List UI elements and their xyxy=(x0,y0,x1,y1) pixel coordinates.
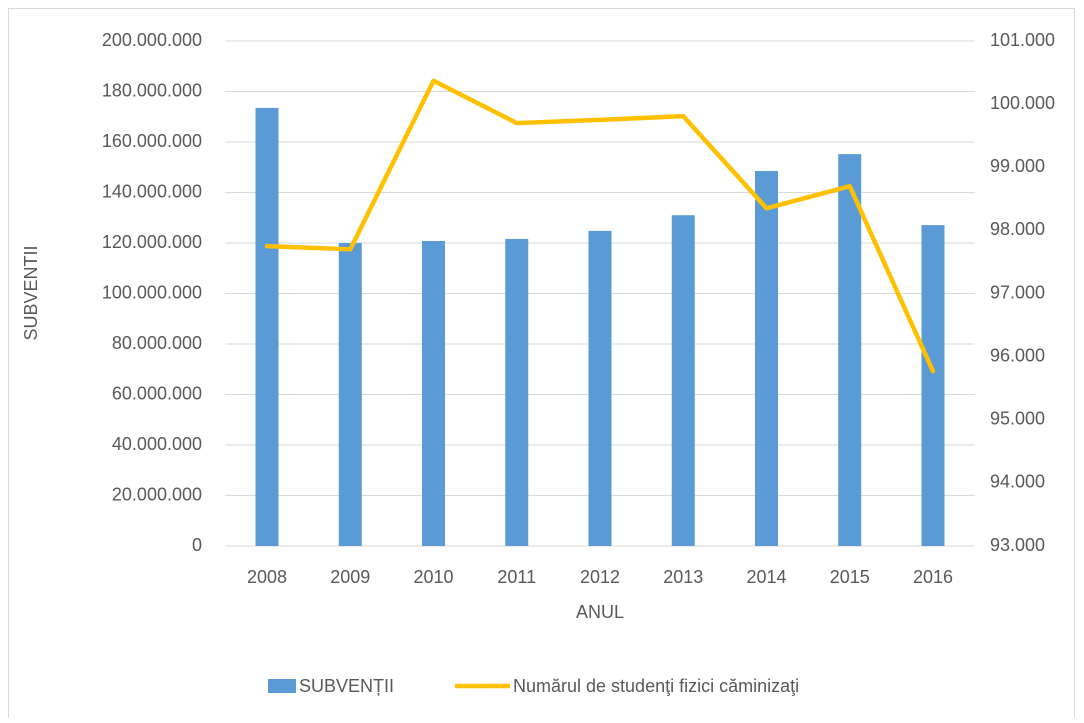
bar xyxy=(671,215,695,546)
y-tick-label: 40.000.000 xyxy=(112,434,202,454)
x-axis-title: ANUL xyxy=(576,602,624,622)
x-tick-label: 2014 xyxy=(746,567,786,587)
bar xyxy=(838,154,862,546)
y-tick-label: 20.000.000 xyxy=(112,484,202,504)
y-tick-label: 60.000.000 xyxy=(112,383,202,403)
line xyxy=(264,78,936,374)
x-tick-label: 2012 xyxy=(580,567,620,587)
x-tick-label: 2013 xyxy=(663,567,703,587)
y-tick-label: 140.000.000 xyxy=(102,181,202,201)
legend-label: Numărul de studenţi fizici căminizaţi xyxy=(513,676,799,696)
x-tick-label: 2015 xyxy=(830,567,870,587)
y-tick-label: 200.000.000 xyxy=(102,30,202,50)
y2-tick-label: 97.000 xyxy=(990,282,1045,302)
y-tick-label: 160.000.000 xyxy=(102,131,202,151)
y2-tick-label: 100.000 xyxy=(990,93,1055,113)
y2-tick-label: 99.000 xyxy=(990,156,1045,176)
y-tick-label: 120.000.000 xyxy=(102,232,202,252)
legend-label: SUBVENȚII xyxy=(299,676,394,696)
y-axis-title: SUBVENTII xyxy=(21,245,41,340)
bar xyxy=(422,240,446,547)
y-tick-label: 100.000.000 xyxy=(102,282,202,302)
y2-tick-label: 98.000 xyxy=(990,219,1045,239)
y2-tick-label: 101.000 xyxy=(990,30,1055,50)
bar xyxy=(754,171,778,546)
y2-tick-label: 95.000 xyxy=(990,409,1045,429)
x-tick-label: 2009 xyxy=(330,567,370,587)
legend-swatch xyxy=(268,679,296,693)
y2-tick-label: 96.000 xyxy=(990,345,1045,365)
y2-tick-label: 94.000 xyxy=(990,472,1045,492)
x-tick-label: 2011 xyxy=(497,567,536,587)
bar xyxy=(505,238,529,546)
x-tick-label: 2010 xyxy=(413,567,453,587)
x-tick-label: 2016 xyxy=(913,567,953,587)
x-tick-label: 2008 xyxy=(247,567,287,587)
y2-tick-label: 93.000 xyxy=(990,535,1045,555)
bar xyxy=(588,230,612,546)
chart-border xyxy=(8,8,1075,723)
bar xyxy=(255,107,279,546)
y-tick-label: 0 xyxy=(192,535,202,555)
bar xyxy=(338,243,362,546)
y-tick-label: 180.000.000 xyxy=(102,80,202,100)
bar xyxy=(921,225,945,546)
y-tick-label: 80.000.000 xyxy=(112,333,202,353)
